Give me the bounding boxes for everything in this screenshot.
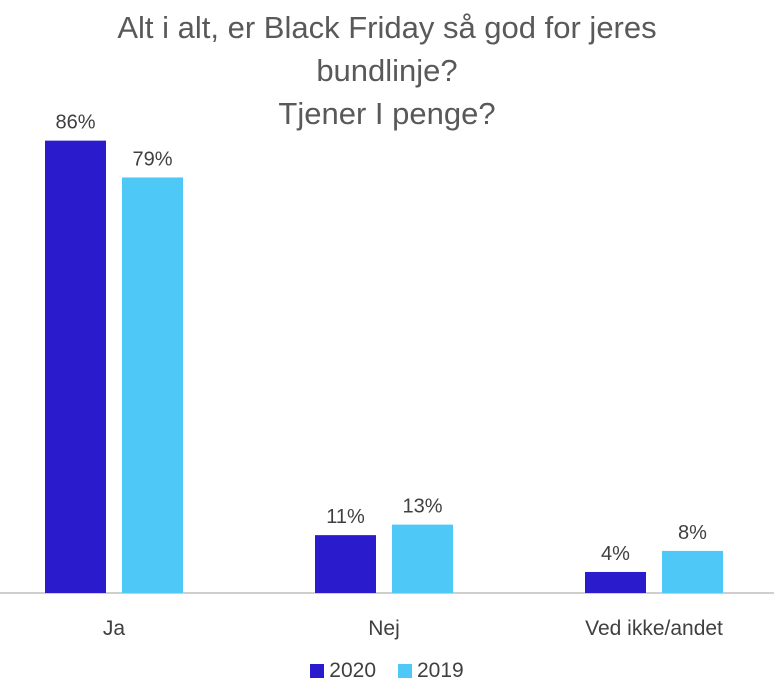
x-tick-label: Ja (103, 617, 126, 640)
legend-item-2019: 2019 (398, 659, 464, 683)
bar-2020-ja (45, 140, 106, 593)
chart-title-line-3: Tjener I penge? (278, 96, 496, 131)
chart-title-line-2: bundlinje? (316, 53, 458, 88)
bar-2019-nej (392, 524, 453, 593)
bar-2020-ved-ikke-andet (585, 571, 646, 593)
chart-title: Alt i alt, er Black Friday så god for je… (0, 6, 774, 135)
bar-2019-ja (122, 177, 183, 593)
legend-label-2020: 2020 (329, 659, 376, 682)
legend-label-2019: 2019 (417, 659, 464, 682)
data-label-2019-nej: 13% (402, 496, 442, 518)
legend-swatch-2020 (310, 664, 325, 678)
bar-2020-nej (315, 535, 376, 593)
data-label-2020-nej: 11% (326, 506, 365, 528)
x-tick-label: Nej (368, 617, 400, 640)
chart-title-line-1: Alt i alt, er Black Friday så god for je… (117, 10, 657, 45)
data-label-2019-ja: 79% (132, 148, 172, 170)
legend-item-2020: 2020 (310, 659, 376, 683)
bar-2019-ved-ikke-andet (662, 550, 723, 593)
legend-swatch-2019 (398, 664, 412, 678)
x-tick-label: Ved ikke/andet (585, 617, 723, 640)
legend: 2020 2019 (0, 659, 774, 683)
data-label-2020-ved-ikke-andet: 4% (601, 543, 630, 565)
data-label-2019-ved-ikke-andet: 8% (678, 522, 707, 544)
data-label-2020-ja: 86% (55, 112, 95, 134)
